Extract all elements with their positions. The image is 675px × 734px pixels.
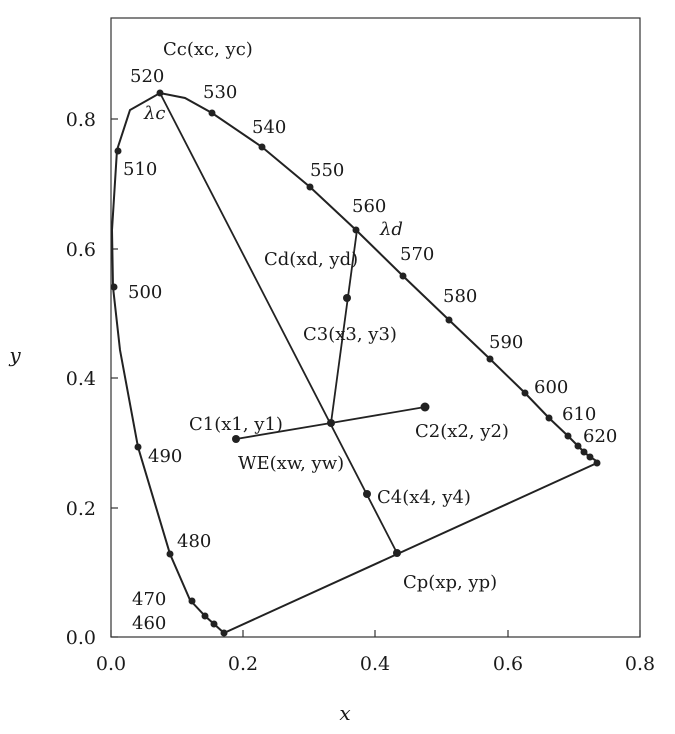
c3-dot xyxy=(343,294,351,302)
c1-line xyxy=(235,422,332,440)
c4-dot xyxy=(363,490,371,498)
wavelength-label: 510 xyxy=(123,159,157,180)
wavelength-label: 570 xyxy=(400,244,434,265)
c1-label: C1(x1, y1) xyxy=(189,414,283,435)
wavelength-label: 550 xyxy=(310,160,344,181)
y-tick-label: 0.6 xyxy=(66,239,96,261)
wavelength-label: 590 xyxy=(489,332,523,353)
wavelength-label: 580 xyxy=(443,286,477,307)
spectral-locus xyxy=(110,91,598,634)
cd-label: Cd(xd, yd) xyxy=(264,249,358,270)
y-tick-label: 0.2 xyxy=(66,498,96,520)
white-point-dot xyxy=(327,419,335,427)
y-tick-label: 0.0 xyxy=(66,627,96,649)
wavelength-label: 540 xyxy=(252,117,286,138)
cc-label: Cc(xc, yc) xyxy=(163,39,253,60)
cp-dot xyxy=(393,549,401,557)
x-tick-label: 0.0 xyxy=(96,653,126,675)
x-tick-label: 0.4 xyxy=(360,653,390,675)
wavelength-label: 470 xyxy=(132,589,166,610)
wavelength-label: 520 xyxy=(130,66,164,87)
y-tick-label: 0.8 xyxy=(66,109,96,131)
x-axis-title: x xyxy=(339,701,350,725)
c1-dot xyxy=(232,435,240,443)
locus-dots xyxy=(110,89,601,637)
wavelength-label: 460 xyxy=(132,613,166,634)
y-axis-title: y xyxy=(8,343,21,367)
c3-label: C3(x3, y3) xyxy=(303,324,397,345)
c4-label: C4(x4, y4) xyxy=(377,487,471,508)
dominant-line xyxy=(330,229,358,424)
lambda-d-label: λd xyxy=(379,219,403,240)
wavelength-label: 480 xyxy=(177,531,211,552)
lambda-c-label: λc xyxy=(143,103,166,124)
we-label: WE(xw, yw) xyxy=(238,453,344,474)
x-tick-label: 0.2 xyxy=(228,653,258,675)
wavelength-label: 500 xyxy=(128,282,162,303)
wavelength-label: 600 xyxy=(534,377,568,398)
c2-line xyxy=(330,406,426,424)
tick-marks xyxy=(110,118,641,638)
wavelength-label: 610 xyxy=(562,404,596,425)
wavelength-label: 560 xyxy=(352,196,386,217)
x-tick-label: 0.8 xyxy=(625,653,655,675)
c2-label: C2(x2, y2) xyxy=(415,421,509,442)
c2-dot xyxy=(420,402,430,412)
wavelength-label: 620 xyxy=(583,426,617,447)
y-tick-label: 0.4 xyxy=(66,368,96,390)
wavelength-label: 530 xyxy=(203,82,237,103)
complementary-line xyxy=(159,92,398,554)
x-tick-label: 0.6 xyxy=(493,653,523,675)
purple-line xyxy=(223,462,598,634)
wavelength-label: 490 xyxy=(148,446,182,467)
cp-label: Cp(xp, yp) xyxy=(403,572,497,593)
